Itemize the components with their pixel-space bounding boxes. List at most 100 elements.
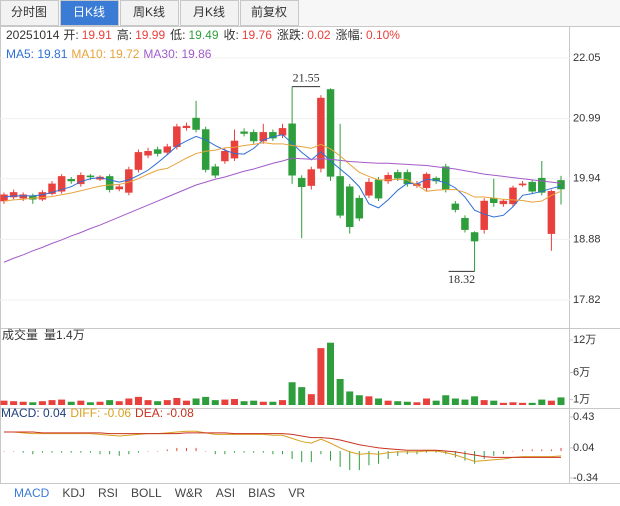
tab-label[interactable]: 月K线 [193,5,225,19]
candle-body [297,177,306,187]
volume-bar [259,401,267,405]
tab[interactable] [0,0,59,26]
volume-bar [134,396,142,405]
candle-body [451,203,460,210]
candle-body [192,117,200,130]
macd-bar [310,451,312,463]
min-label: 18.32 [448,272,475,286]
macd-bar [109,451,111,455]
tab[interactable] [240,0,299,26]
tab-label[interactable]: 周K线 [133,5,165,19]
candle-body [547,191,556,234]
volume-bar [269,401,277,405]
volume-bar [67,401,75,405]
volume-bar [461,399,469,405]
indicator-tab[interactable]: MACD [14,486,50,500]
candle-body [221,151,229,162]
candle-body [173,126,181,147]
info-value: 19.49 [188,28,218,42]
info-label: 涨跌: [277,27,304,42]
ma-line [3,142,562,203]
candle-body [230,140,239,159]
volume-title: 成交量 [2,327,38,342]
macd-bar [118,451,120,456]
macd-bar [368,451,370,466]
volume-bar [211,400,219,405]
volume-bar [480,400,488,405]
candle-body [38,192,47,200]
volume-bar [509,402,517,405]
volume-bar [240,401,248,405]
macd-line [4,431,561,458]
volume-bar [288,382,296,405]
legend-item: DEA: -0.08 [135,406,194,420]
candle-body [336,176,344,216]
y-tick-label: 17.82 [573,294,601,306]
candle-body [240,131,248,134]
macd-bar [157,451,159,452]
candle-body [269,132,277,139]
volume-bar [202,396,210,405]
volume-bar [106,400,114,405]
indicator-tab[interactable]: BIAS [248,486,275,500]
candle-body [77,175,85,185]
tab-label[interactable]: 日K线 [73,5,105,19]
tab[interactable] [60,0,119,26]
volume-bar [317,348,325,405]
volume-bar [192,398,200,405]
macd-bar [435,451,437,453]
candle-body [48,183,56,194]
macd-bar [301,451,303,463]
ma-line [3,157,562,263]
tab[interactable] [120,0,179,26]
tab-label[interactable]: 分时图 [11,5,47,19]
candle-body [211,166,220,176]
macd-bar [349,451,351,471]
macd-bar [195,447,197,452]
indicator-tab[interactable]: RSI [98,486,118,500]
indicator-tab[interactable]: BOLL [131,486,162,500]
candle-body [115,186,123,190]
volume-bar [384,400,392,405]
candle-body [163,146,172,153]
macd-bar [272,451,274,455]
tab-label[interactable]: 前复权 [251,4,287,19]
indicator-tab[interactable]: VR [288,486,305,500]
info-value: 19.91 [82,28,112,42]
candle-body [374,179,383,199]
macd-bar [358,451,360,471]
volume-bar [182,400,190,405]
y-tick-label: 19.94 [573,173,601,185]
macd-bar [176,447,178,452]
candle-body [461,217,469,230]
candle-body [86,175,95,178]
volume-bar [125,398,133,405]
y-tick-label: 12万 [573,334,596,346]
macd-bar [89,451,91,453]
macd-bar [454,451,456,458]
candle-body [442,166,450,190]
volume-bar [519,402,527,405]
y-tick-label: 1万 [573,393,590,405]
macd-bar [522,449,524,452]
tab[interactable] [180,0,239,26]
ma-line [3,134,562,218]
y-tick-label: -0.34 [573,472,598,484]
y-tick-label: 20.99 [573,113,601,125]
macd-bar [166,449,168,452]
indicator-tab[interactable]: KDJ [62,486,85,500]
info-label: 涨幅: [336,27,363,42]
volume-bar [279,400,286,405]
macd-bar [32,451,34,455]
indicator-tab[interactable]: ASI [216,486,235,500]
macd-bar [80,451,82,453]
macd-bar [61,451,63,453]
candle-body [384,175,392,182]
macd-bar [560,447,562,452]
volume-bar [451,398,459,405]
info-value: 19.99 [135,28,165,42]
volume-legend: 量1.4万 [44,328,85,342]
indicator-tab[interactable]: W&R [175,486,203,500]
candle-body [509,187,517,205]
candle-body [499,200,508,205]
